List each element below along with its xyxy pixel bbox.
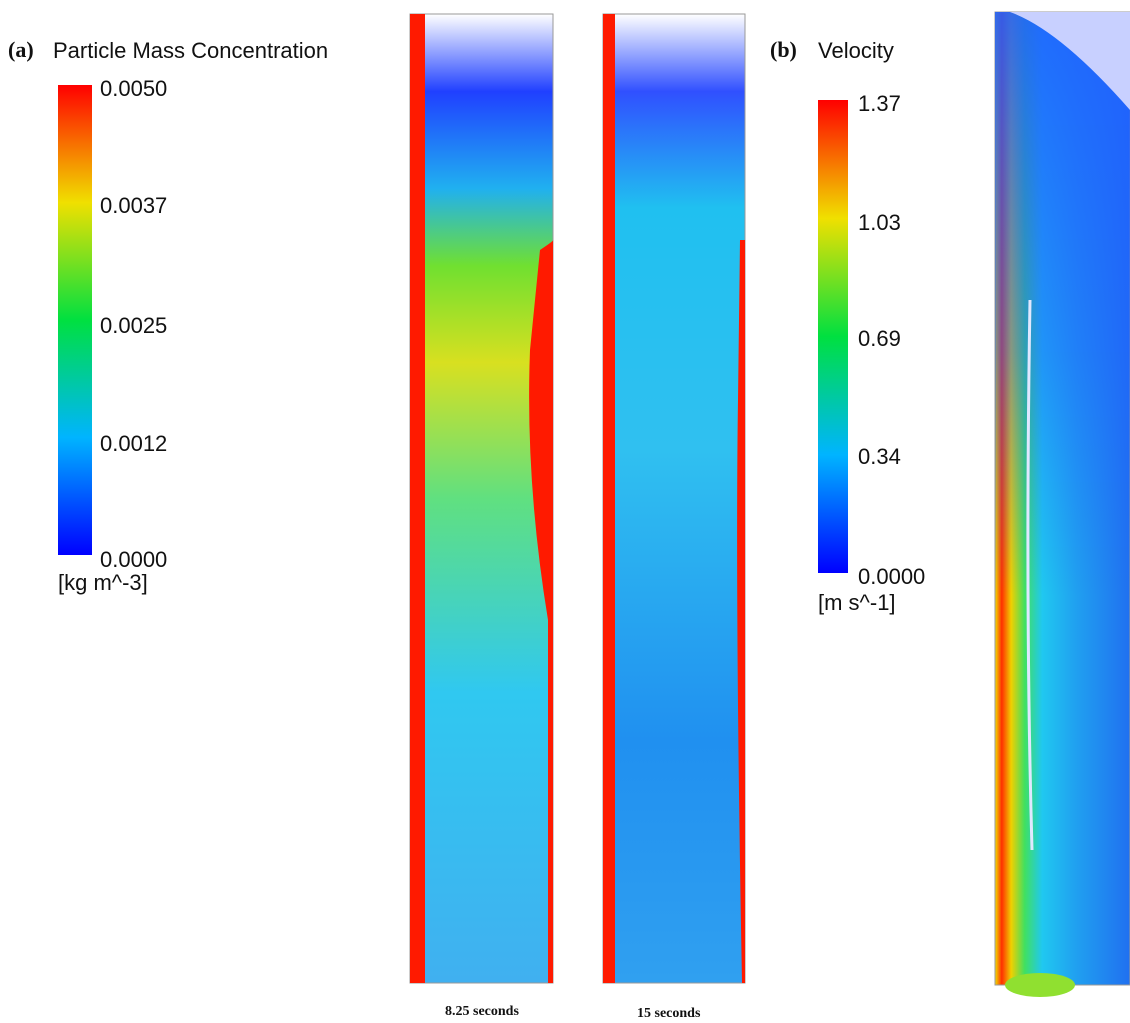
tick-label: 0.0050 <box>100 76 167 101</box>
tick-label: 0.0012 <box>100 431 167 456</box>
colorbar-ticks: 1.37 1.03 0.69 0.34 0.0000 <box>858 91 925 589</box>
colorbar <box>818 100 848 573</box>
caption: 8.25 seconds <box>445 1004 519 1019</box>
colorbar <box>58 85 92 555</box>
colorbar-unit: [kg m^-3] <box>58 570 148 595</box>
tick-label: 0.0000 <box>100 547 167 572</box>
colorbar-ticks: 0.0050 0.0037 0.0025 0.0012 0.0000 <box>100 76 167 572</box>
tick-label: 1.37 <box>858 91 901 116</box>
tick-label: 0.0025 <box>100 313 167 338</box>
caption: 15 seconds <box>637 1006 701 1021</box>
contour-plot <box>409 13 554 984</box>
contour-plot <box>602 13 746 984</box>
tick-label: 0.34 <box>858 444 901 469</box>
tick-label: 0.0000 <box>858 564 925 589</box>
panel-label: (b) <box>770 37 797 62</box>
colorbar-title: Particle Mass Concentration <box>53 38 328 63</box>
tick-label: 0.69 <box>858 326 901 351</box>
colorbar-title: Velocity <box>818 38 894 63</box>
tick-label: 0.0037 <box>100 193 167 218</box>
velocity-contour <box>994 11 1130 997</box>
tick-label: 1.03 <box>858 210 901 235</box>
panel-label: (a) <box>8 37 34 62</box>
colorbar-unit: [m s^-1] <box>818 590 896 615</box>
